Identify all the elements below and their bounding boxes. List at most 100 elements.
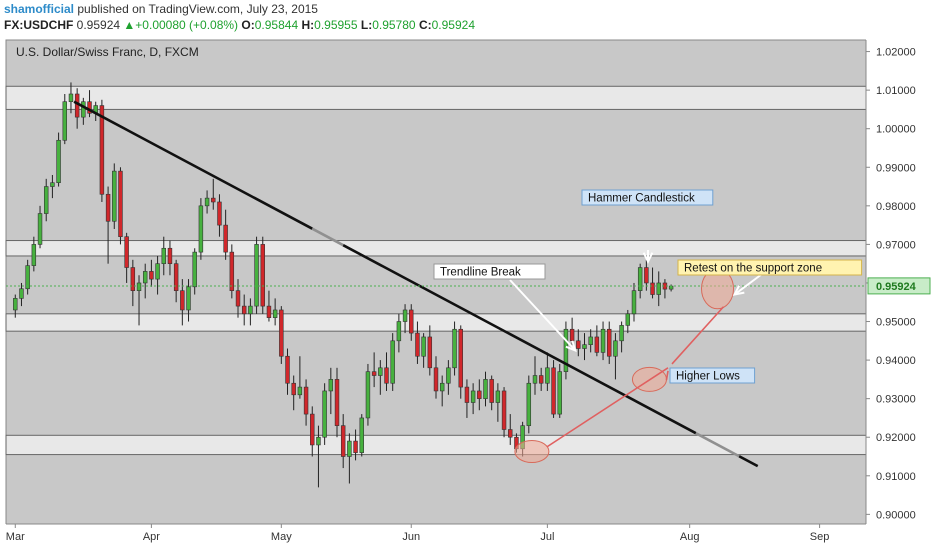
candle (365, 363, 371, 426)
candle (229, 244, 235, 299)
price-tick-label: 0.94000 (876, 355, 916, 367)
time-tick-label: Aug (680, 531, 700, 543)
candle (279, 306, 284, 364)
time-tick-label: Mar (6, 531, 25, 543)
trendline-break-label: Trendline Break (433, 263, 546, 280)
annotations-layer: Hammer Candlestick Trendline Break Retest … (433, 189, 863, 463)
candle (526, 375, 532, 434)
candle (532, 356, 538, 395)
candle (149, 259, 154, 287)
arrow-shaft (733, 273, 763, 296)
time-tick-label: Jun (402, 531, 420, 543)
candle (161, 236, 166, 276)
label-box (581, 189, 714, 206)
candle-body (656, 282, 661, 295)
arrow-shaft (509, 279, 576, 352)
candle-body (427, 336, 433, 369)
candle-body (396, 321, 402, 342)
higher-low-connector-2 (665, 370, 669, 381)
candle-body (291, 382, 296, 396)
candle-body (297, 386, 303, 396)
candle-body (37, 213, 43, 245)
candle-body (359, 417, 364, 453)
candle-body (50, 182, 55, 187)
time-axis[interactable]: Mar Apr May Jun Jul Aug Sep (0, 523, 866, 550)
trendline-faded-segment (695, 432, 740, 458)
candle (557, 363, 562, 418)
label-box (433, 263, 546, 280)
candle-body (192, 251, 197, 288)
price-tick-label: 0.91000 (876, 471, 916, 483)
candle (576, 329, 581, 357)
candle-body (470, 390, 476, 403)
candle-body (328, 379, 334, 392)
candle (644, 259, 649, 291)
candle (334, 367, 340, 438)
trendline-faded-segment (311, 227, 344, 247)
candle (637, 263, 643, 299)
candle (650, 267, 655, 299)
candle (310, 406, 315, 457)
candle-body (613, 340, 618, 357)
candle-body (557, 371, 562, 415)
price-tick-label: 0.90000 (876, 509, 916, 521)
candle-body (538, 375, 544, 384)
candle (588, 329, 593, 353)
candle-body (13, 298, 18, 311)
candle-body (576, 340, 581, 349)
candle (248, 298, 253, 326)
candle-body (489, 379, 494, 403)
hammer-arrow (642, 250, 654, 264)
time-tick-label: May (271, 531, 292, 543)
candle-body (112, 170, 117, 222)
candle-body (43, 186, 49, 214)
candle-body (582, 344, 587, 349)
candle-body (19, 288, 24, 299)
higher-low-connector-3 (671, 306, 725, 365)
candle-body (433, 367, 439, 392)
price-tick-label: 0.97000 (876, 239, 916, 251)
candle-body (439, 382, 445, 392)
candle-body (254, 244, 259, 307)
candle-body (62, 101, 67, 141)
candle-body (198, 205, 204, 253)
higher-low-circle-1 (514, 439, 550, 463)
candle (464, 379, 470, 418)
candle-body (31, 244, 37, 266)
candle-body (594, 336, 600, 353)
candle (396, 313, 402, 353)
candle-body (229, 251, 235, 291)
time-tick-label: Apr (143, 531, 160, 543)
trendline-segment (73, 100, 313, 230)
candle (656, 271, 661, 307)
label-text: Hammer Candlestick (588, 193, 695, 205)
open-label: O: (241, 18, 255, 32)
candle (266, 290, 272, 322)
candle-body (161, 247, 166, 264)
price-axis[interactable]: 1.02000 1.01000 1.00000 0.99000 0.98000 0.970… (865, 36, 932, 550)
candle-body (650, 282, 655, 295)
candle (384, 352, 389, 391)
price-chart[interactable]: Hammer Candlestick Trendline Break Retest … (0, 36, 932, 550)
up-triangle-icon: ▲ (123, 18, 136, 32)
candle (198, 198, 204, 260)
candle (223, 209, 228, 260)
publish-line: shamofficial published on TradingView.co… (4, 1, 318, 17)
arrow-head (642, 252, 654, 264)
author-link[interactable]: shamofficial (4, 2, 75, 16)
candle-body (334, 379, 340, 426)
trendline-segment (738, 455, 759, 468)
retest-label: Retest on the support zone (677, 259, 863, 276)
candle (254, 236, 259, 314)
candle (303, 379, 309, 426)
candle (217, 194, 222, 237)
candle (619, 321, 624, 353)
candle-body (501, 390, 507, 430)
high-label: H: (301, 18, 315, 32)
candle-body (68, 93, 74, 103)
candle-body (322, 390, 327, 438)
candle (390, 333, 395, 391)
low-label: L: (360, 18, 373, 32)
candle (458, 325, 463, 399)
candle (167, 240, 173, 276)
